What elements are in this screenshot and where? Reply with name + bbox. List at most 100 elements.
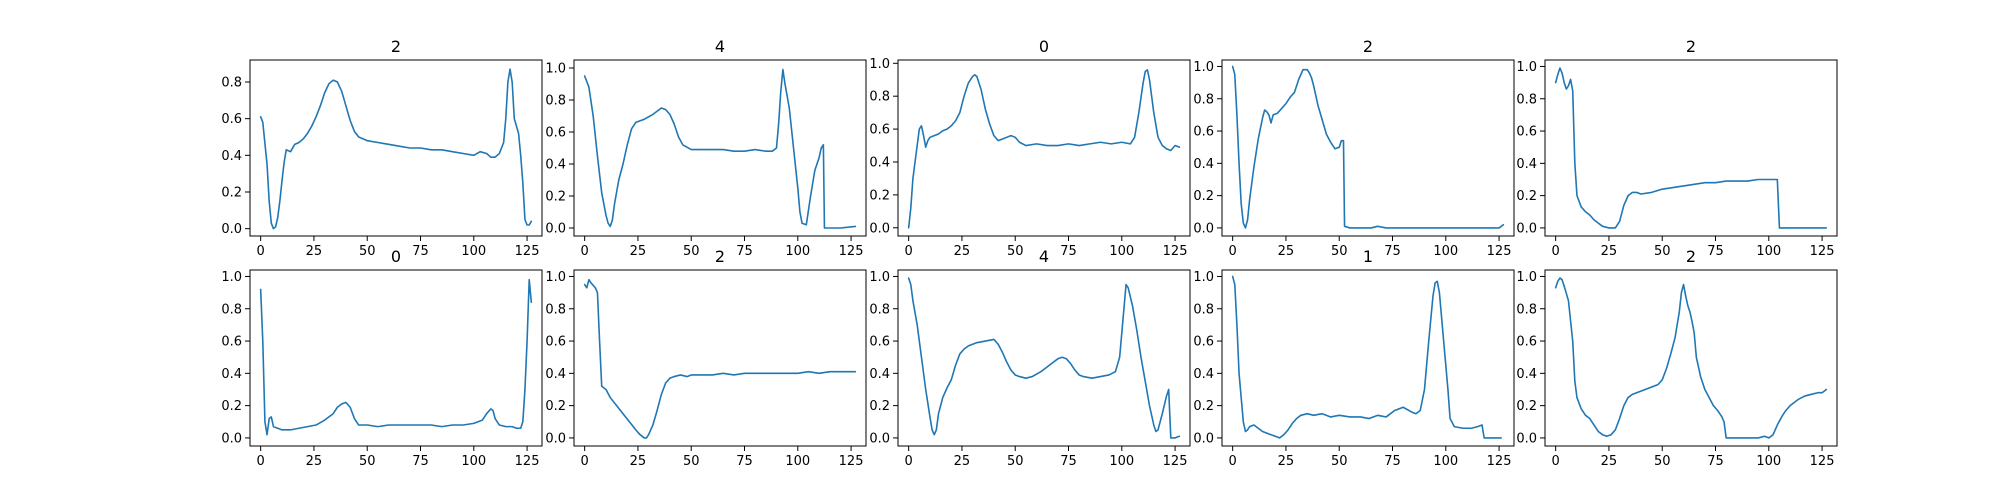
x-tick-label: 100: [461, 244, 486, 259]
y-tick-label: 1.0: [1193, 270, 1214, 285]
axes-frame: [573, 269, 867, 447]
y-tick-label: 1.0: [869, 57, 890, 72]
x-tick-label: 0: [1229, 454, 1237, 469]
y-tick-label: 0.2: [1516, 399, 1537, 414]
y-tick-label: 0.2: [221, 186, 242, 201]
x-tick-label: 25: [306, 454, 323, 469]
subplot-title: 2: [715, 247, 725, 266]
subplot-title: 2: [1686, 37, 1696, 56]
axes-frame: [1544, 59, 1838, 237]
y-tick-label: 0.4: [1516, 157, 1537, 172]
axes-frame: [897, 59, 1191, 237]
x-tick-label: 75: [1707, 244, 1724, 259]
subplot-8: 4 0 25 50 75 100 125 0.0 0.2 0.4 0.6 0.8 1.0: [869, 247, 1191, 469]
y-tick-label: 0.6: [545, 126, 566, 141]
x-tick-label: 25: [954, 454, 971, 469]
axes-frame: [573, 59, 867, 237]
x-tick-label: 50: [1654, 244, 1671, 259]
series-line: [1231, 65, 1505, 229]
axes-frame: [1221, 269, 1515, 447]
y-tick-label: 0.8: [221, 302, 242, 317]
x-tick-label: 25: [306, 244, 323, 259]
x-tick-label: 125: [839, 454, 864, 469]
x-tick-label: 125: [1810, 244, 1835, 259]
y-tick-label: 0.2: [545, 190, 566, 205]
y-tick-label: 1.0: [545, 270, 566, 285]
x-tick-label: 25: [630, 244, 647, 259]
subplot-10: 2 0 25 50 75 100 125 0.0 0.2 0.4 0.6 0.8 1.0: [1516, 247, 1838, 469]
x-tick-label: 125: [1163, 454, 1188, 469]
x-tick-label: 100: [1109, 244, 1134, 259]
y-tick-label: 0.4: [1193, 367, 1214, 382]
y-tick-label: 0.4: [221, 149, 242, 164]
y-tick-label: 0.0: [221, 431, 242, 446]
y-tick-label: 0.6: [1193, 125, 1214, 140]
x-tick-label: 125: [1487, 454, 1512, 469]
subplot-title: 0: [1039, 37, 1049, 56]
y-tick-label: 0.4: [221, 367, 242, 382]
subplot-title: 2: [1363, 37, 1373, 56]
y-tick-label: 0.0: [1193, 221, 1214, 236]
subplot-2: 4 0 25 50 75 100 125 0.0 0.2 0.4 0.6 0.8 1.0: [545, 37, 867, 259]
x-tick-label: 0: [1552, 454, 1560, 469]
x-tick-label: 0: [257, 454, 265, 469]
series-line: [583, 278, 857, 439]
x-tick-label: 25: [630, 454, 647, 469]
x-tick-label: 0: [905, 244, 913, 259]
y-tick-label: 0.6: [869, 335, 890, 350]
y-tick-label: 1.0: [1516, 270, 1537, 285]
y-tick-label: 0.6: [221, 112, 242, 127]
subplot-7: 2 0 25 50 75 100 125 0.0 0.2 0.4 0.6 0.8 1.0: [545, 247, 867, 469]
x-tick-label: 100: [1109, 454, 1134, 469]
y-tick-label: 0.2: [221, 399, 242, 414]
x-tick-label: 75: [1060, 244, 1077, 259]
axes-frame: [249, 59, 543, 237]
series-line: [583, 68, 857, 229]
y-tick-label: 0.0: [1193, 431, 1214, 446]
subplot-5: 2 0 25 50 75 100 125 0.0 0.2 0.4 0.6 0.8 1.0: [1516, 37, 1838, 259]
x-tick-label: 125: [1163, 244, 1188, 259]
subplot-3: 0 0 25 50 75 100 125 0.0 0.2 0.4 0.6 0.8 1.0: [869, 37, 1191, 259]
subplot-title: 1: [1363, 247, 1373, 266]
x-tick-label: 50: [1007, 454, 1024, 469]
y-tick-label: 0.0: [545, 431, 566, 446]
y-tick-label: 0.4: [869, 155, 890, 170]
x-tick-label: 25: [954, 244, 971, 259]
y-tick-label: 1.0: [221, 270, 242, 285]
x-tick-label: 75: [1707, 454, 1724, 469]
y-tick-label: 0.6: [1516, 125, 1537, 140]
x-tick-label: 100: [785, 454, 810, 469]
subplot-title: 4: [1039, 247, 1049, 266]
x-tick-label: 50: [359, 244, 376, 259]
y-tick-label: 0.8: [1516, 302, 1537, 317]
y-tick-label: 0.4: [545, 367, 566, 382]
y-tick-label: 0.2: [1516, 189, 1537, 204]
y-tick-label: 0.6: [545, 335, 566, 350]
x-tick-label: 0: [581, 454, 589, 469]
y-tick-label: 1.0: [869, 270, 890, 285]
y-tick-label: 0.6: [221, 335, 242, 350]
y-tick-label: 0.0: [1516, 221, 1537, 236]
x-tick-label: 75: [736, 454, 753, 469]
x-tick-label: 50: [359, 454, 376, 469]
y-tick-label: 0.2: [1193, 399, 1214, 414]
x-tick-label: 50: [1007, 244, 1024, 259]
y-tick-label: 0.0: [869, 221, 890, 236]
axes-frame: [897, 269, 1191, 447]
y-tick-label: 0.8: [869, 302, 890, 317]
y-tick-label: 0.4: [869, 367, 890, 382]
y-tick-label: 0.8: [1193, 92, 1214, 107]
x-tick-label: 100: [461, 454, 486, 469]
x-tick-label: 50: [1654, 454, 1671, 469]
series-line: [259, 278, 533, 436]
y-tick-label: 0.0: [545, 222, 566, 237]
y-tick-label: 1.0: [1193, 60, 1214, 75]
y-tick-label: 0.8: [221, 76, 242, 91]
series-line: [907, 277, 1181, 439]
y-tick-label: 0.8: [545, 94, 566, 109]
x-tick-label: 25: [1601, 244, 1618, 259]
y-tick-label: 0.4: [1193, 157, 1214, 172]
axes-frame: [1221, 59, 1515, 237]
